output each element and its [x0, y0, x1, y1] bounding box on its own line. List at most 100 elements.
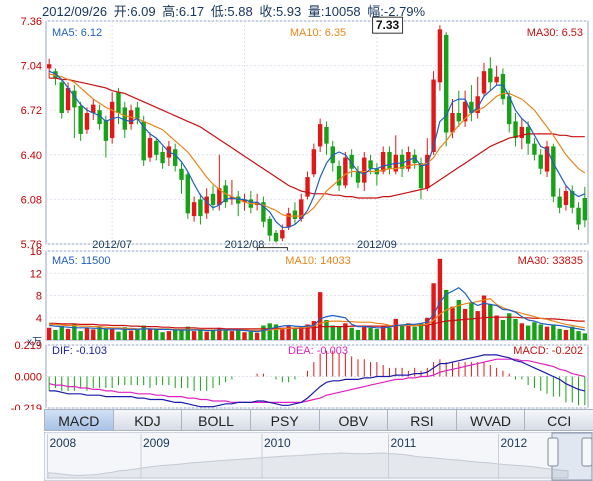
- candle-body[interactable]: [469, 101, 474, 113]
- volume-bar[interactable]: [236, 329, 241, 340]
- volume-bar[interactable]: [78, 331, 83, 340]
- volume-bar[interactable]: [229, 331, 235, 340]
- tab-obv[interactable]: OBV: [319, 409, 389, 431]
- tab-rsi[interactable]: RSI: [388, 409, 457, 431]
- candle-body[interactable]: [242, 199, 247, 203]
- volume-bar[interactable]: [154, 329, 159, 340]
- volume-bar[interactable]: [191, 331, 197, 340]
- candle-body[interactable]: [557, 196, 562, 208]
- volume-bar[interactable]: [582, 333, 588, 340]
- volume-bar[interactable]: [494, 315, 499, 340]
- candle-body[interactable]: [431, 79, 436, 153]
- candle-body[interactable]: [425, 154, 430, 189]
- candle-body[interactable]: [122, 107, 127, 130]
- volume-bar[interactable]: [532, 322, 537, 340]
- candle-body[interactable]: [273, 232, 279, 242]
- volume-bar[interactable]: [525, 325, 531, 340]
- volume-bar[interactable]: [450, 306, 455, 340]
- overview-right-handle[interactable]: [581, 437, 593, 467]
- candle-body[interactable]: [456, 112, 462, 122]
- candle-body[interactable]: [179, 168, 184, 180]
- candle-body[interactable]: [481, 71, 487, 94]
- volume-bar[interactable]: [185, 326, 191, 340]
- volume-bar[interactable]: [488, 304, 493, 340]
- candle-body[interactable]: [582, 198, 588, 221]
- candle-body[interactable]: [525, 126, 531, 144]
- volume-bar[interactable]: [53, 329, 58, 340]
- candle-body[interactable]: [217, 188, 222, 205]
- candle-body[interactable]: [135, 107, 140, 119]
- volume-bar[interactable]: [431, 283, 436, 340]
- volume-bar[interactable]: [462, 308, 468, 340]
- candle-body[interactable]: [141, 121, 146, 161]
- candle-body[interactable]: [387, 152, 392, 169]
- volume-bar[interactable]: [336, 326, 342, 340]
- candle-body[interactable]: [116, 92, 121, 113]
- volume-bar[interactable]: [387, 327, 392, 340]
- volume-bar[interactable]: [223, 330, 228, 340]
- volume-bar[interactable]: [204, 331, 209, 340]
- candle-body[interactable]: [311, 149, 317, 175]
- volume-bar[interactable]: [135, 329, 140, 340]
- candle-body[interactable]: [299, 199, 304, 219]
- candle-body[interactable]: [418, 163, 424, 189]
- candle-body[interactable]: [292, 210, 298, 219]
- volume-bar[interactable]: [317, 292, 323, 340]
- candle-body[interactable]: [576, 207, 581, 225]
- volume-bar[interactable]: [116, 331, 121, 340]
- candle-body[interactable]: [305, 177, 310, 197]
- volume-bar[interactable]: [292, 328, 298, 340]
- volume-bar[interactable]: [330, 325, 335, 340]
- candle-body[interactable]: [544, 146, 550, 172]
- volume-bar[interactable]: [368, 327, 373, 340]
- candle-body[interactable]: [437, 29, 443, 83]
- volume-bar[interactable]: [179, 329, 184, 340]
- candle-body[interactable]: [368, 160, 373, 169]
- volume-bar[interactable]: [103, 328, 109, 340]
- volume-bar[interactable]: [374, 328, 380, 340]
- tab-cci[interactable]: CCI: [525, 409, 593, 431]
- volume-bar[interactable]: [280, 327, 285, 340]
- volume-bar[interactable]: [299, 326, 304, 340]
- volume-bar[interactable]: [261, 325, 266, 340]
- tab-psy[interactable]: PSY: [250, 409, 320, 431]
- volume-bar[interactable]: [210, 329, 216, 340]
- candle-body[interactable]: [72, 90, 77, 108]
- candle-body[interactable]: [160, 152, 165, 164]
- volume-bar[interactable]: [242, 332, 247, 340]
- volume-bar[interactable]: [59, 326, 64, 340]
- volume-bar[interactable]: [273, 324, 279, 340]
- volume-bar[interactable]: [399, 325, 405, 340]
- volume-bar[interactable]: [513, 318, 518, 340]
- candle-body[interactable]: [198, 199, 203, 217]
- candle-body[interactable]: [286, 213, 291, 228]
- volume-bar[interactable]: [91, 329, 96, 340]
- volume-bar[interactable]: [557, 328, 562, 340]
- candle-body[interactable]: [109, 101, 115, 139]
- volume-bar[interactable]: [380, 325, 386, 340]
- volume-bar[interactable]: [507, 313, 512, 340]
- tab-macd[interactable]: MACD: [44, 409, 114, 431]
- volume-bar[interactable]: [46, 327, 52, 340]
- volume-bar[interactable]: [349, 327, 354, 340]
- candle-body[interactable]: [412, 154, 417, 164]
- tab-wvad[interactable]: WVAD: [456, 409, 526, 431]
- candle-body[interactable]: [191, 202, 197, 217]
- candle-body[interactable]: [551, 146, 556, 197]
- volume-bar[interactable]: [109, 328, 115, 340]
- volume-bar[interactable]: [563, 329, 569, 340]
- candle-body[interactable]: [65, 87, 71, 111]
- volume-bar[interactable]: [72, 324, 77, 340]
- candle-body[interactable]: [97, 110, 102, 125]
- volume-bar[interactable]: [172, 328, 178, 340]
- volume-bar[interactable]: [362, 326, 367, 340]
- volume-bar[interactable]: [65, 328, 71, 340]
- volume-bar[interactable]: [267, 323, 272, 340]
- candle-body[interactable]: [336, 165, 342, 186]
- volume-bar[interactable]: [324, 319, 329, 340]
- volume-bar[interactable]: [519, 323, 525, 340]
- candle-body[interactable]: [267, 218, 272, 236]
- volume-bar[interactable]: [160, 332, 165, 340]
- volume-bar[interactable]: [437, 258, 443, 340]
- candle-body[interactable]: [343, 157, 348, 186]
